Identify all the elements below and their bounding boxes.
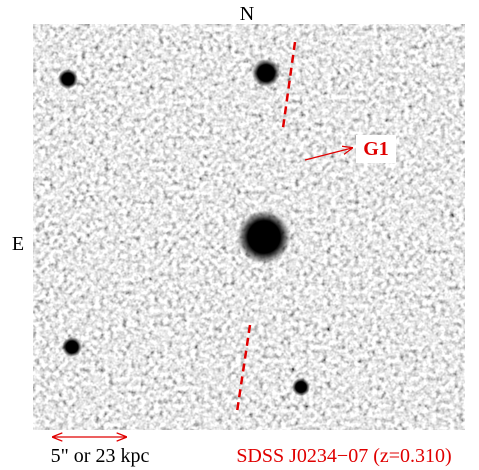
central-galaxy bbox=[237, 210, 291, 264]
object-arrow bbox=[304, 148, 352, 161]
star bbox=[292, 378, 310, 396]
sky-image bbox=[33, 24, 465, 430]
east-label: E bbox=[12, 233, 24, 255]
scale-label: 5" or 23 kpc bbox=[51, 445, 150, 467]
slit-marker bbox=[281, 41, 297, 129]
object-label: G1 bbox=[363, 138, 389, 160]
slit-marker bbox=[235, 324, 252, 413]
star bbox=[252, 59, 280, 87]
star bbox=[62, 337, 82, 357]
star bbox=[58, 69, 78, 89]
target-label: SDSS J0234−07 (z=0.310) bbox=[236, 445, 451, 467]
north-label: N bbox=[240, 3, 254, 25]
label-box bbox=[356, 135, 396, 163]
